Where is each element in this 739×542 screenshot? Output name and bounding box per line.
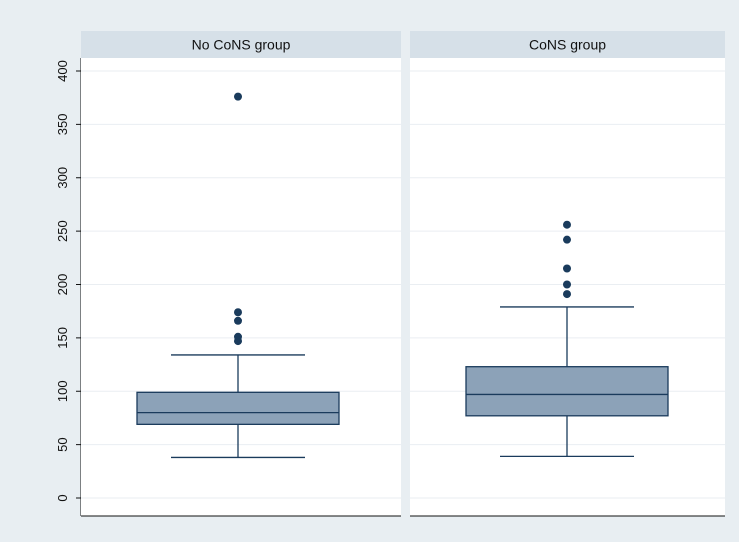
panel-no-cons-group: No CoNS group [81,31,401,517]
y-tick-label: 300 [55,167,70,189]
outlier-point [234,92,242,101]
iqr-box [136,391,340,425]
outlier-point [563,220,571,229]
outlier-point [234,316,242,325]
y-tick-label: 100 [55,380,70,402]
panel-title: No CoNS group [192,37,291,53]
panel-title: CoNS group [529,37,606,53]
y-tick-label: 200 [55,274,70,296]
y-tick-label: 150 [55,327,70,349]
iqr-box [465,366,669,417]
panel-header [81,31,401,58]
y-tick-label: 50 [55,437,70,451]
y-tick-label: 250 [55,220,70,242]
plot-area [81,58,401,516]
outlier-point [234,308,242,317]
outlier-point [563,235,571,244]
outlier-point [563,290,571,299]
panel-header [410,31,725,58]
y-tick-label: 350 [55,114,70,136]
outlier-point [563,264,571,273]
y-tick-label: 400 [55,60,70,82]
outlier-point [563,280,571,289]
y-tick-label: 0 [55,494,70,501]
panel-cons-group: CoNS group [410,31,725,517]
outlier-point [234,332,242,341]
